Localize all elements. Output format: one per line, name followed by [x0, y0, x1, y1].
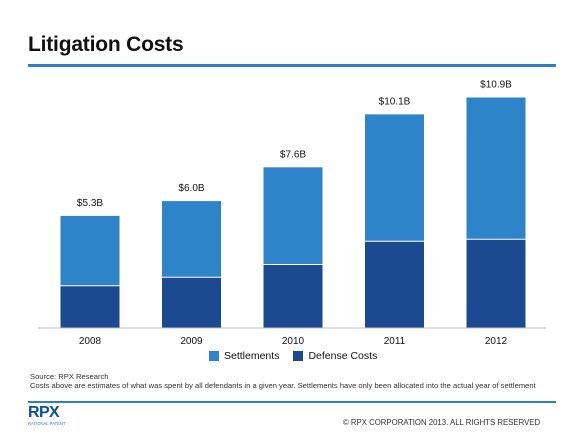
footer-divider [28, 401, 556, 403]
source-note: Source: RPX Research Costs above are est… [30, 372, 560, 391]
bar-segment-defense-costs-2012 [466, 239, 526, 328]
logo-wordmark: RPX [28, 404, 60, 421]
labels-layer: $5.3B 2008 $6.0B 2009 $7.6B 2010 $10.1B 2011 $10… [77, 80, 512, 346]
bar-total-label-2011: $10.1B [379, 96, 411, 107]
page-title: Litigation Costs [28, 33, 184, 56]
bar-segment-defense-costs-2009 [162, 277, 221, 328]
logo-tagline: RATIONAL PATENT [28, 421, 66, 426]
source-line: Source: RPX Research [30, 372, 109, 381]
bar-total-label-2010: $7.6B [280, 149, 306, 160]
bar-segment-settlements-2010 [263, 167, 323, 265]
legend-label-settlements: Settlements [224, 350, 280, 362]
rpx-logo: RPX RATIONAL PATENT [28, 405, 78, 431]
x-tick-label-2012: 2012 [485, 336, 508, 345]
legend-item-defense-costs: Defense Costs [293, 350, 377, 362]
x-tick-label-2009: 2009 [180, 336, 203, 345]
legend-label-defense-costs: Defense Costs [308, 350, 378, 362]
bar-total-label-2009: $6.0B [178, 183, 204, 194]
bar-segment-settlements-2012 [466, 97, 526, 240]
legend-swatch-settlements [209, 351, 219, 361]
x-tick-label-2010: 2010 [282, 336, 305, 345]
bar-segment-defense-costs-2008 [60, 285, 120, 328]
bar-segment-defense-costs-2011 [365, 241, 424, 328]
bar-segment-settlements-2011 [365, 114, 424, 242]
x-tick-label-2011: 2011 [384, 336, 406, 345]
bar-segment-settlements-2009 [162, 201, 221, 278]
bar-total-label-2008: $5.3B [77, 198, 103, 209]
copyright-text: © RPX CORPORATION 2013. ALL RIGHTS RESER… [343, 418, 541, 427]
legend-item-settlements: Settlements [209, 350, 279, 362]
legend-swatch-defense-costs [293, 351, 304, 361]
bar-segment-defense-costs-2010 [263, 264, 323, 328]
bar-total-label-2012: $10.9B [480, 80, 512, 91]
bar-segment-settlements-2008 [60, 215, 120, 286]
title-divider [28, 64, 556, 67]
x-tick-label-2008: 2008 [79, 336, 102, 345]
source-description: Costs above are estimates of what was sp… [30, 381, 536, 391]
bars-layer [60, 97, 526, 328]
chart-legend: Settlements Defense Costs [209, 350, 391, 362]
stacked-bar-chart: $5.3B 2008 $6.0B 2009 $7.6B 2010 $10.1B 2011 $10… [38, 80, 546, 346]
